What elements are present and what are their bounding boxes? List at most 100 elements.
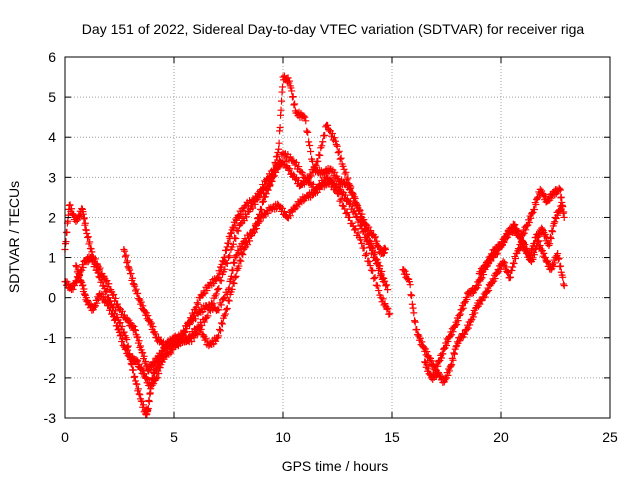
data-point-fill bbox=[260, 183, 268, 191]
data-point-fill bbox=[503, 267, 511, 275]
data-point-fill bbox=[487, 257, 495, 265]
data-point bbox=[231, 274, 239, 282]
data-point bbox=[405, 278, 413, 286]
data-point-fill bbox=[371, 249, 379, 257]
data-point-fill bbox=[551, 218, 559, 226]
data-point bbox=[558, 201, 566, 209]
data-point-fill bbox=[346, 213, 354, 221]
data-point-fill bbox=[290, 101, 298, 109]
data-point-fill bbox=[204, 312, 212, 320]
data-point-fill bbox=[226, 252, 234, 260]
data-point-fill bbox=[250, 228, 258, 236]
data-point-fill bbox=[429, 361, 437, 369]
data-point-fill bbox=[231, 221, 239, 229]
data-point-fill bbox=[532, 201, 540, 209]
data-point-fill bbox=[423, 361, 431, 369]
data-point-fill bbox=[134, 385, 142, 393]
data-point-fill bbox=[449, 328, 457, 336]
data-point-fill bbox=[87, 245, 95, 253]
data-point-fill bbox=[525, 219, 533, 227]
data-point-fill bbox=[226, 235, 234, 243]
data-point-fill bbox=[547, 235, 555, 243]
data-point-fill bbox=[541, 253, 549, 261]
data-point-fill bbox=[219, 257, 227, 265]
data-point-fill bbox=[230, 258, 238, 266]
data-point-fill bbox=[123, 257, 131, 265]
data-point-fill bbox=[481, 293, 489, 301]
data-point-fill bbox=[510, 259, 518, 267]
data-point-fill bbox=[559, 280, 567, 288]
data-point-fill bbox=[316, 151, 324, 159]
data-point-fill bbox=[373, 237, 381, 245]
data-point-fill bbox=[230, 259, 238, 267]
data-point-fill bbox=[147, 319, 155, 327]
y-tick-label: 1 bbox=[48, 250, 56, 266]
data-point bbox=[538, 225, 546, 233]
data-point-fill bbox=[373, 282, 381, 290]
data-point-fill bbox=[346, 181, 354, 189]
data-point-fill bbox=[193, 329, 201, 337]
data-point-fill bbox=[383, 281, 391, 289]
x-tick-label: 10 bbox=[275, 429, 291, 445]
data-point-fill bbox=[225, 297, 233, 305]
data-point-fill bbox=[408, 300, 416, 308]
data-point-fill bbox=[456, 310, 464, 318]
data-point-fill bbox=[370, 275, 378, 283]
data-point-fill bbox=[512, 255, 520, 263]
data-point-fill bbox=[130, 373, 138, 381]
data-point-fill bbox=[255, 218, 263, 226]
data-point bbox=[384, 286, 392, 294]
data-point-fill bbox=[159, 338, 167, 346]
data-point-fill bbox=[382, 282, 390, 290]
data-point-fill bbox=[361, 251, 369, 259]
data-point-fill bbox=[557, 205, 565, 213]
plot-frame bbox=[64, 56, 611, 419]
data-point-fill bbox=[440, 345, 448, 353]
data-point-fill bbox=[383, 305, 391, 313]
data-point-fill bbox=[341, 170, 349, 178]
data-point-fill bbox=[502, 263, 510, 271]
data-point-fill bbox=[287, 84, 295, 92]
data-point-fill bbox=[530, 206, 538, 214]
data-point-fill bbox=[477, 270, 485, 278]
data-point-fill bbox=[453, 320, 461, 328]
data-point-fill bbox=[335, 147, 343, 155]
data-point-fill bbox=[188, 338, 196, 346]
data-point-fill bbox=[268, 170, 276, 178]
data-point-fill bbox=[423, 348, 431, 356]
data-point-fill bbox=[222, 247, 230, 255]
data-point-fill bbox=[371, 273, 379, 281]
data-point-fill bbox=[84, 233, 92, 241]
data-point-fill bbox=[304, 128, 312, 136]
data-point-fill bbox=[73, 216, 81, 224]
data-point bbox=[72, 262, 80, 270]
data-point-fill bbox=[137, 342, 145, 350]
data-point-fill bbox=[493, 269, 501, 277]
data-point-fill bbox=[129, 274, 137, 282]
data-point-fill bbox=[406, 281, 414, 289]
data-point-fill bbox=[217, 301, 225, 309]
data-point-fill bbox=[341, 191, 349, 199]
data-point-fill bbox=[546, 240, 554, 248]
data-point-fill bbox=[311, 163, 319, 171]
data-point-fill bbox=[379, 295, 387, 303]
data-point-fill bbox=[461, 299, 469, 307]
data-point-fill bbox=[549, 228, 557, 236]
data-point-fill bbox=[358, 240, 366, 248]
data-point bbox=[275, 145, 283, 153]
data-point-fill bbox=[110, 290, 118, 298]
data-point-fill bbox=[141, 308, 149, 316]
data-point-fill bbox=[471, 309, 479, 317]
data-point-fill bbox=[472, 285, 480, 293]
data-point-fill bbox=[273, 152, 281, 160]
data-point-fill bbox=[344, 174, 352, 182]
data-point bbox=[458, 306, 466, 314]
data-point-fill bbox=[369, 243, 377, 251]
data-point-fill bbox=[232, 216, 240, 224]
data-point-fill bbox=[150, 380, 158, 388]
data-point-fill bbox=[361, 226, 369, 234]
data-point-fill bbox=[74, 266, 82, 274]
data-point-fill bbox=[372, 281, 380, 289]
data-point-fill bbox=[217, 319, 225, 327]
data-point-fill bbox=[86, 238, 94, 246]
